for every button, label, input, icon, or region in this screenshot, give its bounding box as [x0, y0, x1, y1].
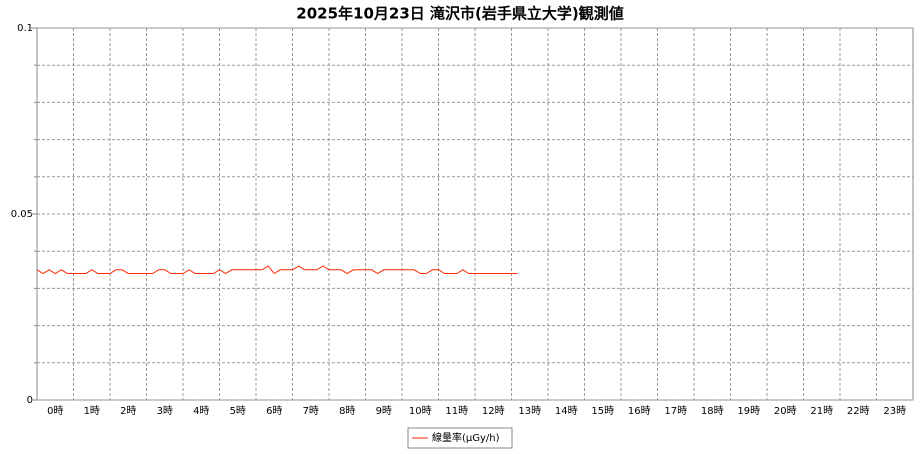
x-tick-label: 9時 [376, 405, 392, 417]
x-tick-label: 22時 [847, 405, 870, 417]
legend-box [407, 427, 513, 449]
x-tick-label: 12時 [482, 405, 505, 417]
y-tick-label: 0.05 [11, 209, 33, 220]
x-tick-label: 6時 [266, 405, 282, 417]
legend-label: 線量率(μGy/h) [432, 431, 500, 444]
x-tick-label: 10時 [409, 405, 432, 417]
x-tick-label: 23時 [883, 405, 906, 417]
y-tick-label: 0.1 [17, 23, 33, 34]
x-tick-label: 20時 [774, 405, 797, 417]
x-tick-label: 14時 [555, 405, 578, 417]
x-tick-label: 21時 [810, 405, 833, 417]
x-tick-label: 15時 [591, 405, 614, 417]
data-line [36, 265, 518, 275]
x-tick-label: 13時 [518, 405, 541, 417]
x-tick-label: 8時 [339, 405, 355, 417]
x-tick-label: 1時 [84, 405, 100, 417]
x-tick-label: 5時 [230, 405, 246, 417]
chart-title: 2025年10月23日 滝沢市(岩手県立大学)観測値 [296, 5, 623, 23]
x-tick-label: 0時 [47, 405, 63, 417]
y-tick-label: 0 [27, 395, 33, 406]
x-tick-label: 16時 [628, 405, 651, 417]
x-tick-label: 7時 [303, 405, 319, 417]
x-tick-label: 19時 [737, 405, 760, 417]
x-tick-label: 18時 [701, 405, 724, 417]
x-tick-label: 4時 [193, 405, 209, 417]
x-tick-label: 17時 [664, 405, 687, 417]
x-tick-label: 3時 [157, 405, 173, 417]
x-tick-label: 2時 [120, 405, 136, 417]
x-tick-label: 11時 [445, 405, 468, 417]
